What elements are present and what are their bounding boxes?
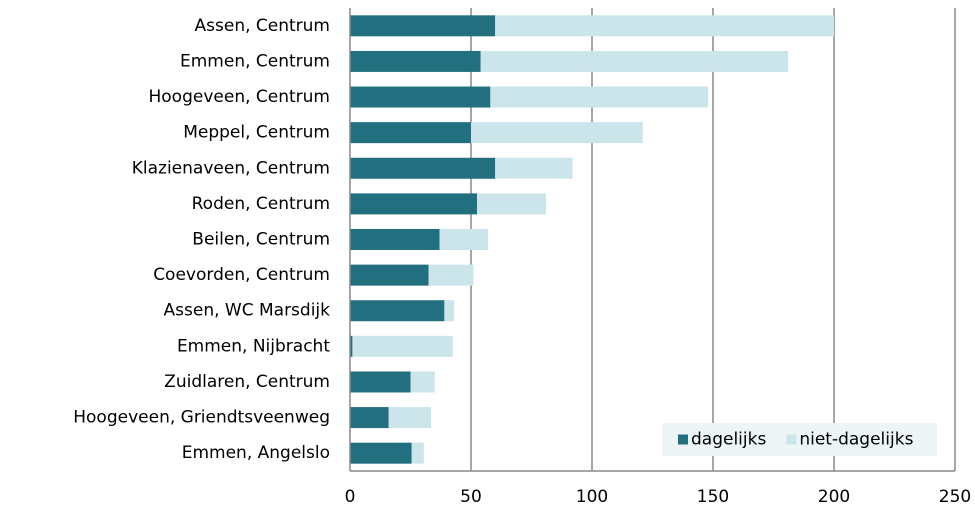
bar-segment (477, 193, 547, 215)
y-tick-label: Coevorden, Centrum (153, 265, 330, 285)
y-tick-label: Emmen, Nijbracht (177, 336, 330, 356)
bar-segment (350, 264, 429, 286)
bar-segment (350, 15, 496, 37)
bar-segment (350, 157, 496, 179)
y-tick-label: Roden, Centrum (192, 194, 330, 214)
y-tick-label: Meppel, Centrum (183, 123, 330, 143)
bar-segment (480, 50, 789, 72)
bar-segment (352, 335, 453, 357)
y-tick-label: Emmen, Angelslo (182, 443, 330, 463)
legend-label: niet-dagelijks (799, 430, 913, 450)
bar-segment (350, 86, 491, 108)
bar-segment (490, 86, 709, 108)
legend-label: dagelijks (691, 430, 766, 450)
bar-segment (439, 229, 488, 250)
bar-segment (350, 442, 412, 464)
bar-segment (410, 371, 435, 393)
bar-segment (411, 442, 424, 464)
bar-segment (350, 371, 411, 393)
bar-segment (428, 264, 474, 286)
x-tick-label: 50 (460, 487, 482, 507)
bar-segment (471, 122, 643, 144)
bar-segment (495, 157, 573, 179)
bar-segment (350, 335, 353, 357)
bar-segment (350, 50, 481, 72)
y-tick-label: Beilen, Centrum (192, 230, 330, 250)
legend-swatch (786, 434, 797, 445)
bar-segment (350, 407, 389, 429)
legend-swatch (678, 434, 688, 445)
bar-segment (350, 300, 445, 322)
legend-box (662, 423, 937, 456)
bar-segment (444, 300, 455, 322)
x-tick-label: 100 (576, 487, 608, 507)
bar-segment (495, 15, 834, 37)
x-tick-label: 250 (939, 487, 971, 507)
bar-segment (350, 229, 440, 250)
legend: dagelijks niet-dagelijks (662, 423, 937, 456)
y-tick-label: Assen, Centrum (195, 16, 330, 36)
y-tick-label: Assen, WC Marsdijk (164, 301, 331, 321)
y-tick-label: Zuidlaren, Centrum (164, 372, 330, 392)
y-tick-label: Emmen, Centrum (180, 51, 330, 71)
y-tick-label: Klazienaveen, Centrum (132, 158, 330, 178)
bar-segment (388, 407, 432, 429)
bar-segment (350, 193, 478, 215)
x-tick-label: 150 (697, 487, 729, 507)
bar-segment (350, 122, 471, 144)
y-tick-label: Hoogeveen, Centrum (149, 87, 331, 107)
x-tick-label: 200 (818, 487, 850, 507)
x-tick-label: 0 (345, 487, 356, 507)
y-tick-label: Hoogeveen, Griendtsveenweg (73, 408, 330, 428)
